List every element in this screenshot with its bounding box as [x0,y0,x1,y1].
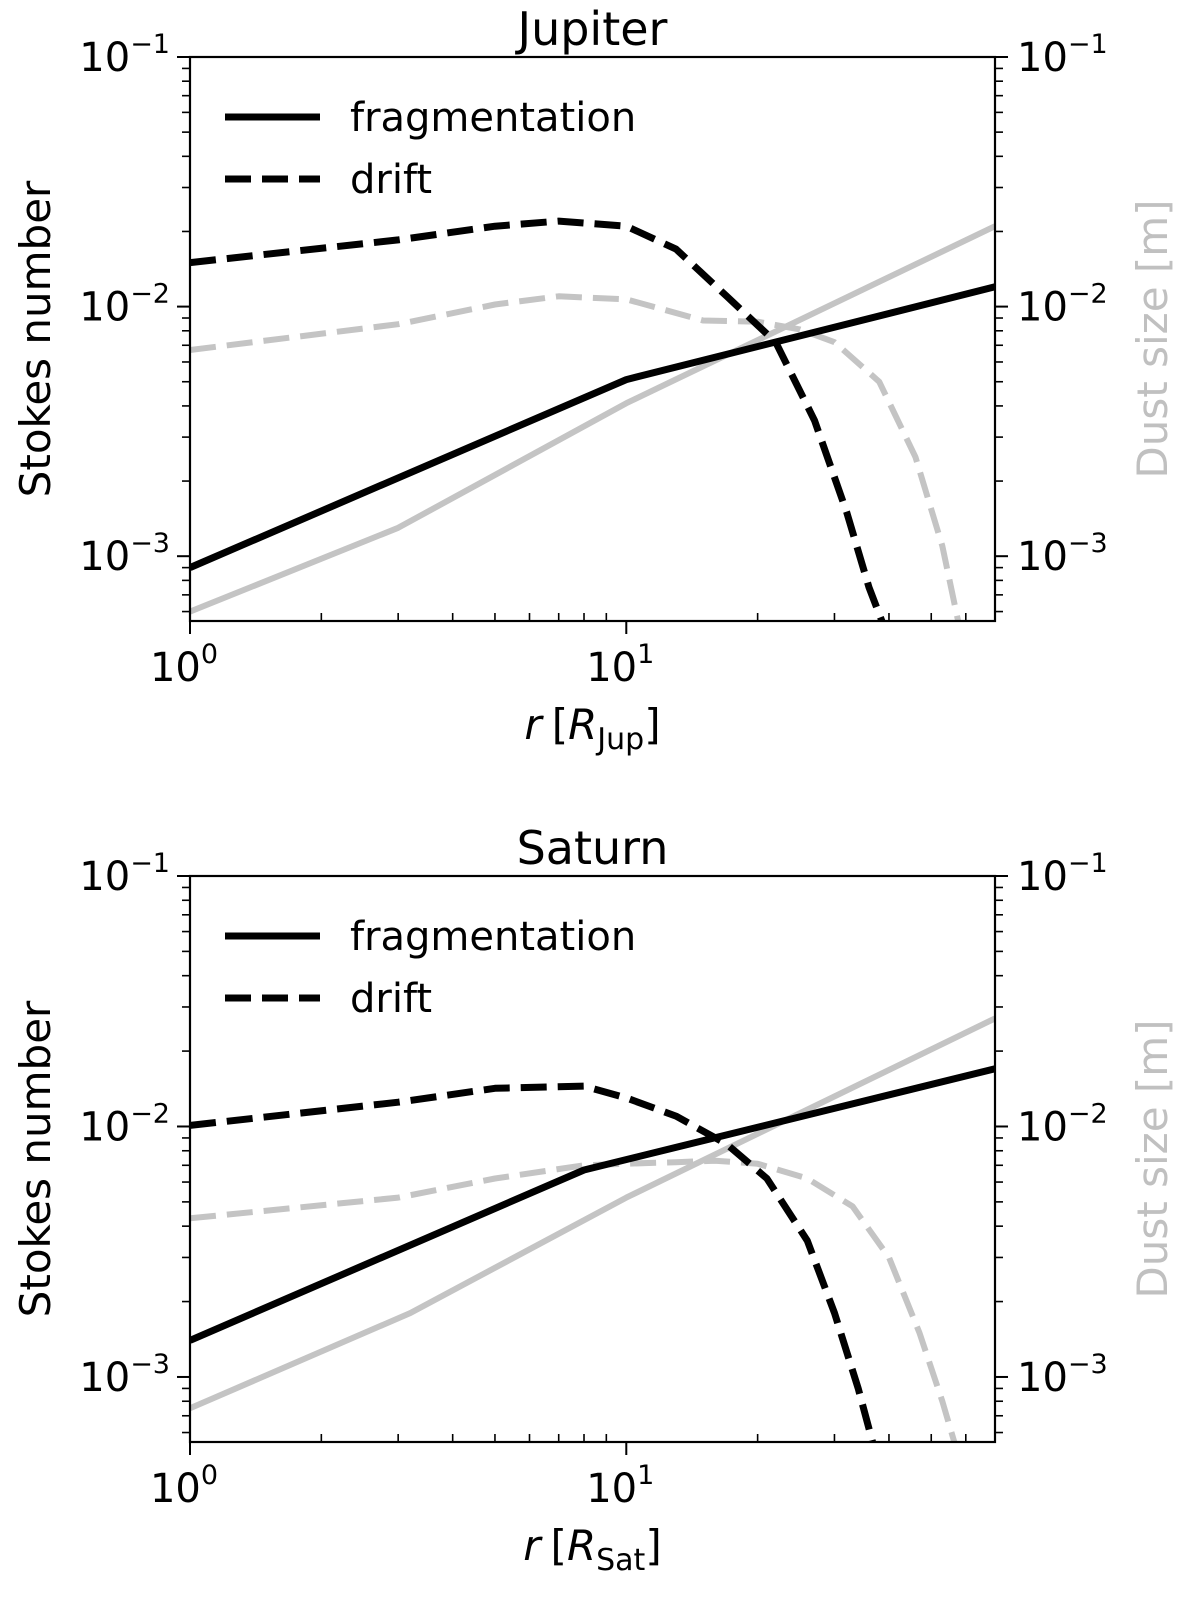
legend-label: drift [350,157,432,203]
y-right-tick-label: 10−2 [1017,279,1108,331]
chart-title: Saturn [517,821,669,875]
x-tick-label: 101 [586,1460,654,1512]
y-right-tick-label: 10−3 [1017,1349,1108,1401]
dust-size-drift-line [190,1157,958,1442]
y-tick-label: 10−1 [79,848,170,900]
y-right-tick-label: 10−3 [1017,528,1108,580]
stokes-fragmentation-line [190,1065,995,1344]
dust-size-drift-line [190,293,962,621]
y-axis-label: Stokes number [11,1000,60,1317]
y-tick-label: 10−2 [79,279,170,331]
x-tick-label: 100 [150,639,218,691]
plot-area [190,217,995,621]
legend-label: fragmentation [350,95,636,141]
axes-frame [188,55,997,623]
legend-label: fragmentation [350,914,636,960]
legend: fragmentation drift [225,95,636,203]
y-tick-label: 10−2 [79,1098,170,1150]
y-right-axis-label: Dust size [m] [1128,199,1177,478]
stokes-drift-line [190,1082,877,1442]
y-right-axis-label: Dust size [m] [1128,1019,1177,1298]
stokes-fragmentation-line [190,283,995,571]
y-axis-label: Stokes number [11,180,60,497]
chart-panel-1: 100 101 10−3 10−2 10−1 10−3 10−2 10−1 Jupiter Sto… [11,2,1177,757]
plot-area [190,1015,995,1442]
y-right-tick-label: 10−1 [1017,29,1108,81]
y-tick-label: 10−3 [79,528,170,580]
dust-size-fragmentation-line [190,223,995,615]
stokes-drift-line [190,217,886,621]
y-tick-label: 10−3 [79,1349,170,1401]
y-right-tick-label: 10−2 [1017,1098,1108,1150]
dust-size-fragmentation-line [190,1015,995,1412]
legend: fragmentation drift [225,914,636,1022]
y-tick-label: 10−1 [79,29,170,81]
legend-label: drift [350,976,432,1022]
axes-frame [188,874,997,1444]
chart-panel-2: 100 101 10−3 10−2 10−1 10−3 10−2 10−1 Saturn Stok… [11,821,1177,1578]
chart-title: Jupiter [515,2,668,56]
x-axis-label: r [RSat] [523,1521,661,1578]
x-tick-label: 101 [586,639,654,691]
x-axis-label: r [RJup] [524,700,660,757]
x-tick-label: 100 [150,1460,218,1512]
y-right-tick-label: 10−1 [1017,848,1108,900]
